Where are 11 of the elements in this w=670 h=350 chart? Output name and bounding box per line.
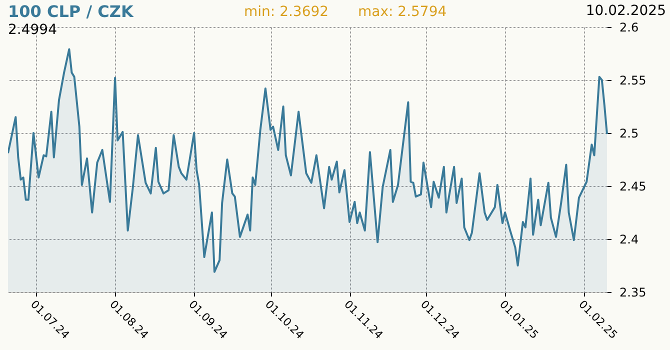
text: max: 2.5794	[358, 4, 447, 20]
y-tick-label: 2.4	[620, 232, 639, 246]
y-tick-label: 2.45	[620, 180, 646, 194]
text: min: 2.3692	[244, 4, 329, 20]
y-tick-label: 2.5	[620, 126, 639, 140]
y-tick-label: 2.55	[620, 74, 646, 88]
y-tick-label: 2.6	[620, 20, 639, 34]
y-tick-label: 2.35	[620, 286, 646, 300]
annotation: 2.4994	[8, 22, 57, 38]
chart-title: 100 CLP / CZK	[8, 2, 134, 21]
text: 10.02.2025	[586, 3, 666, 19]
